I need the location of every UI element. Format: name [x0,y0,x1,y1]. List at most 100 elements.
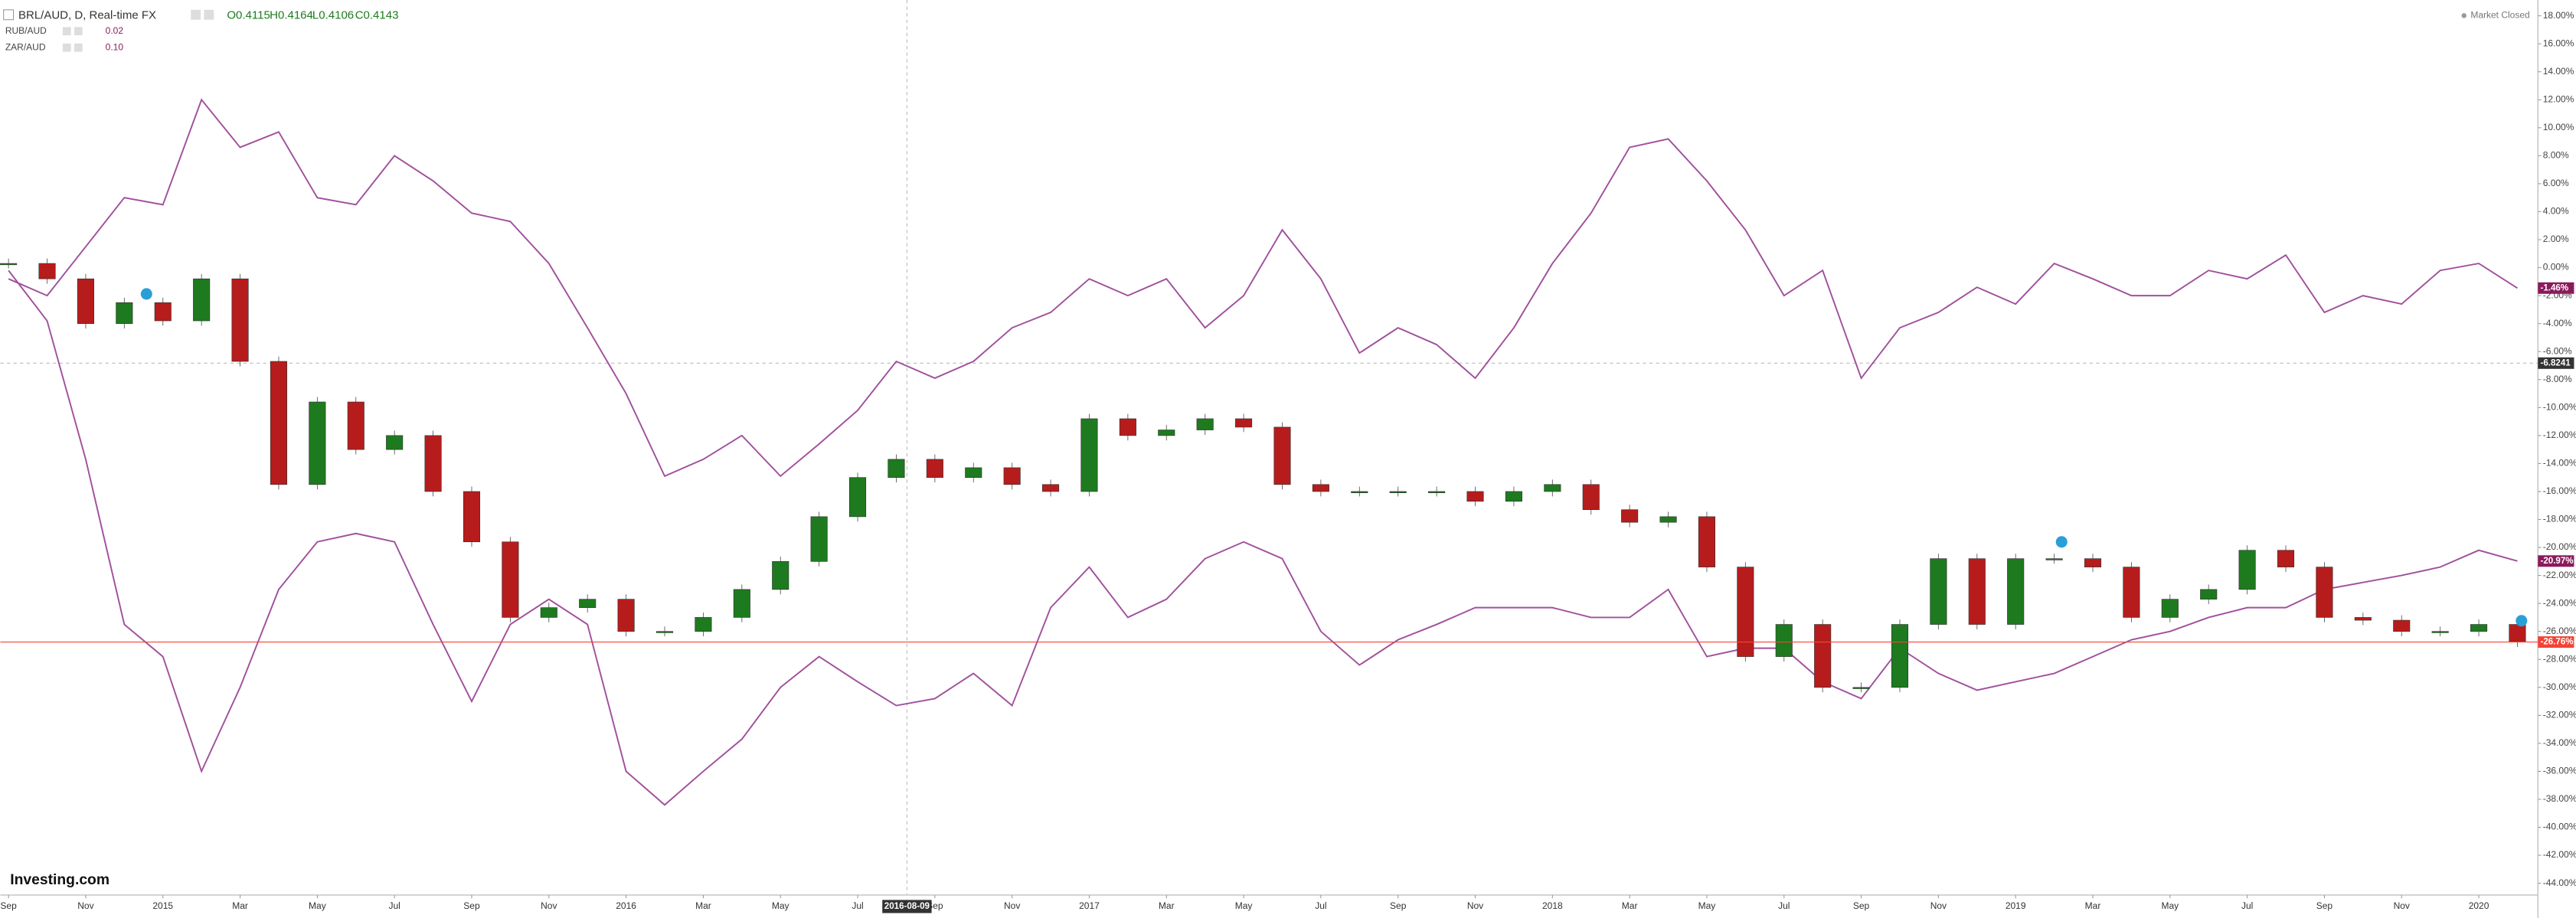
event-marker[interactable] [140,288,152,300]
x-tick-label: Jul [389,900,400,911]
candle [1119,418,1136,436]
candle [1312,484,1329,492]
candle [1968,558,1986,625]
candle [2393,619,2411,632]
candle [463,491,481,543]
candle [1814,624,1832,688]
y-tick-label: -20.00% [2543,541,2576,552]
candle [231,278,249,362]
candle [2084,558,2102,567]
x-tick-label: Mar [2085,900,2101,911]
candle [77,278,94,324]
candle [810,516,828,562]
last-value-tag [2538,282,2574,294]
candle [1042,484,1060,492]
ohlc-close: C0.4143 [355,8,399,21]
candle [2045,558,2063,560]
y-tick-label: 6.00% [2543,178,2569,188]
event-marker[interactable] [2516,615,2528,627]
x-tick-label: Nov [1467,900,1483,911]
legend-value: 0.10 [106,41,124,52]
y-tick-label: -36.00% [2543,766,2576,776]
candle [540,607,557,618]
legend-name: ZAR/AUD [5,41,46,52]
y-tick-label: 2.00% [2543,234,2569,244]
event-marker[interactable] [2055,536,2068,548]
x-tick-label: Mar [1622,900,1638,911]
x-tick-label: May [1698,900,1716,911]
x-tick-label: 2017 [1079,900,1100,911]
candle [733,589,750,618]
y-tick-label: 18.00% [2543,10,2574,21]
candle [1351,491,1368,493]
y-tick-label: 16.00% [2543,38,2574,48]
plot-area [0,0,2538,895]
candle [309,401,326,485]
x-tick-label: May [1235,900,1253,911]
y-tick-label: -4.00% [2543,318,2572,328]
candle [424,435,442,492]
candle [2200,589,2218,599]
candle [848,477,867,518]
y-tick-label: 8.00% [2543,150,2569,161]
legend-close[interactable] [74,27,83,36]
crosshair-y-label: -6.8241 [2540,358,2571,368]
candle [1737,567,1754,657]
crosshair-x-label: 2016-08-09 [884,902,930,911]
y-tick-label: 12.00% [2543,93,2574,104]
candle [1235,418,1253,428]
legend-settings[interactable] [62,27,71,36]
collapse-icon[interactable] [3,9,15,21]
candle [1466,491,1484,502]
candle [772,561,789,590]
candle [1621,509,1639,523]
x-tick-label: Mar [1159,900,1175,911]
candle [2316,567,2333,618]
y-tick-label: -18.00% [2543,514,2576,524]
candle [154,302,172,322]
x-tick-label: Mar [695,900,711,911]
y-tick-label: 4.00% [2543,206,2569,217]
close-icon[interactable] [204,9,214,20]
x-tick-label: Sep [1390,900,1407,911]
legend-settings[interactable] [62,43,71,52]
candle [2277,550,2295,567]
x-tick-label: Nov [1930,900,1947,911]
candle [1196,418,1214,430]
candle [655,631,674,633]
crosshair-x-tag [882,900,932,913]
x-tick-label: 2015 [152,900,173,911]
x-tick-label: Jul [1315,900,1326,911]
y-tick-label: -12.00% [2543,430,2576,440]
x-tick-label: May [772,900,789,911]
last-value-label: -20.97% [2540,557,2573,566]
candle [695,617,712,632]
ohlc-high: H0.4164 [270,8,313,21]
candle [1080,418,1098,492]
market-status: Market Closed [2470,10,2529,21]
x-tick-label: Nov [541,900,557,911]
x-tick-label: Sep [1853,900,1870,911]
y-tick-label: -44.00% [2543,877,2576,888]
y-tick-label: -42.00% [2543,849,2576,860]
candle [2007,558,2025,625]
y-tick-label: -34.00% [2543,737,2576,748]
last-value-label: -26.76% [2540,638,2573,647]
candle [617,599,635,632]
candle [1505,491,1522,502]
candle [965,467,982,479]
x-tick-label: 2019 [2006,900,2026,911]
legend-close[interactable] [74,43,83,52]
y-tick-label: -32.00% [2543,710,2576,720]
y-tick-label: 14.00% [2543,66,2574,77]
legend-value: 0.02 [106,25,124,36]
x-tick-label: 2018 [1542,900,1563,911]
candle [1930,558,1947,625]
symbol-title: BRL/AUD, D, Real-time FX [18,8,156,21]
candle [386,435,404,450]
y-tick-label: -28.00% [2543,653,2576,664]
settings-icon[interactable] [191,9,201,20]
candle [1003,467,1021,485]
